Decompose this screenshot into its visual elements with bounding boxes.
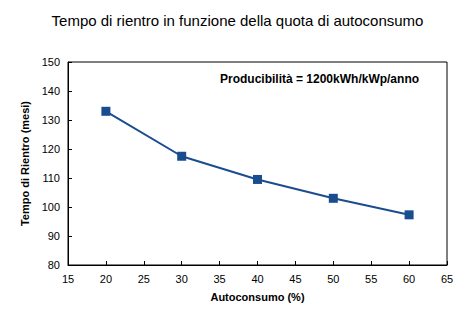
svg-text:55: 55 — [365, 273, 377, 285]
svg-text:60: 60 — [403, 273, 415, 285]
svg-text:Tempo di Rientro (mesi): Tempo di Rientro (mesi) — [19, 101, 31, 226]
svg-text:45: 45 — [289, 273, 301, 285]
svg-text:80: 80 — [48, 259, 60, 271]
svg-text:120: 120 — [42, 143, 60, 155]
svg-text:35: 35 — [213, 273, 225, 285]
svg-text:65: 65 — [441, 273, 453, 285]
svg-text:90: 90 — [48, 230, 60, 242]
svg-text:40: 40 — [251, 273, 263, 285]
svg-text:30: 30 — [176, 273, 188, 285]
svg-text:50: 50 — [327, 273, 339, 285]
svg-text:100: 100 — [42, 201, 60, 213]
svg-text:Producibilità = 1200kWh/kWp/an: Producibilità = 1200kWh/kWp/anno — [220, 72, 419, 86]
svg-text:25: 25 — [138, 273, 150, 285]
svg-text:140: 140 — [42, 85, 60, 97]
svg-text:Autoconsumo (%): Autoconsumo (%) — [210, 291, 304, 303]
svg-text:Tempo di rientro in funzione d: Tempo di rientro in funzione della quota… — [52, 12, 424, 29]
svg-text:130: 130 — [42, 114, 60, 126]
svg-text:110: 110 — [42, 172, 60, 184]
svg-text:20: 20 — [100, 273, 112, 285]
svg-text:150: 150 — [42, 56, 60, 68]
svg-text:15: 15 — [62, 273, 74, 285]
